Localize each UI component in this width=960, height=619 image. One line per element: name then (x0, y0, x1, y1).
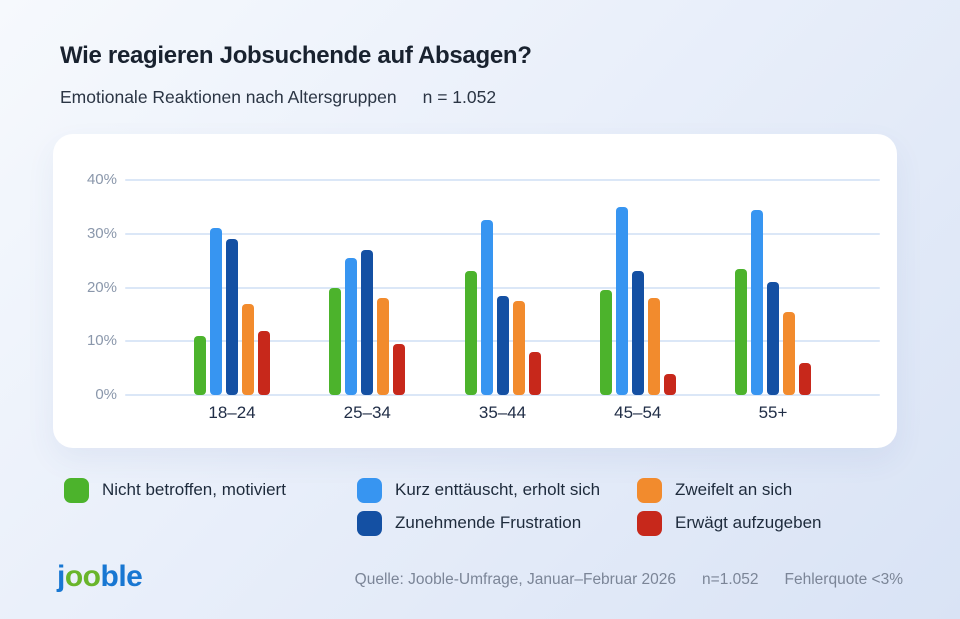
gridline (125, 394, 880, 396)
legend-label: Erwägt aufzugeben (675, 513, 822, 532)
legend-item: Kurz enttäuscht, erholt sich (357, 477, 600, 503)
footer-source-row: Quelle: Jooble-Umfrage, Januar–Februar 2… (355, 571, 903, 589)
legend-label: Zunehmende Frustration (395, 513, 582, 532)
legend-column-2: Kurz enttäuscht, erholt sich Zunehmende F… (357, 477, 600, 536)
bar (226, 239, 238, 395)
jooble-logo: jooble (57, 560, 143, 594)
legend-swatch-icon (357, 477, 382, 503)
plot-area (125, 179, 880, 396)
bar (751, 209, 763, 395)
bar (210, 228, 222, 395)
logo-part-blue-1: j (57, 560, 65, 593)
legend-label: Nicht betroffen, motiviert (102, 480, 286, 499)
legend-item: Zunehmende Frustration (357, 510, 600, 536)
bar-group-55+ (735, 180, 811, 395)
gridline (125, 232, 880, 235)
legend-swatch-icon (637, 510, 662, 536)
y-tick-label: 10% (86, 332, 117, 350)
bar (735, 268, 747, 395)
x-tick-label: 25–34 (343, 403, 391, 422)
bar (767, 282, 779, 395)
bar (377, 298, 390, 395)
y-tick-label: 30% (86, 224, 117, 242)
bar (496, 295, 509, 395)
bar (480, 220, 493, 395)
legend-swatch-icon (357, 510, 382, 536)
bar (799, 362, 811, 395)
bar (258, 330, 270, 395)
bar (631, 271, 644, 395)
bar (663, 373, 676, 395)
logo-part-blue-2: ble (100, 560, 143, 593)
source-text: Quelle: Jooble-Umfrage, Januar–Februar 2… (354, 571, 677, 588)
bar (361, 249, 374, 395)
gridline (125, 179, 880, 181)
legend-item: Erwägt aufzugeben (637, 510, 822, 536)
y-tick-label: 20% (86, 278, 117, 296)
bar-group-25–34 (329, 180, 406, 395)
bar (194, 335, 206, 395)
bar (615, 206, 628, 395)
bar (393, 343, 406, 395)
x-tick-label: 18–24 (208, 403, 256, 422)
x-tick-label: 45–54 (614, 403, 662, 422)
bar-groups (125, 180, 880, 395)
bar-group-45–54 (599, 180, 676, 395)
page-subtitle: Emotionale Reaktionen nach Altersgruppen… (60, 87, 496, 108)
x-axis: 18–24 25–34 35–44 45–54 55+ (125, 403, 880, 423)
legend-column-3: Zweifelt an sich Erwägt aufzugeben (637, 477, 822, 536)
x-tick-label: 35–44 (478, 403, 527, 422)
bar (464, 271, 477, 395)
y-tick-label: 40% (86, 171, 117, 188)
gridline (125, 286, 880, 289)
y-axis: 40% 30% 20% 10% 0% (73, 172, 117, 403)
sample-size: n = 1.052 (422, 87, 497, 107)
footer-sample-size: n=1.052 (702, 571, 759, 588)
y-tick-label: 0% (95, 386, 117, 403)
legend-label: Zweifelt an sich (675, 480, 793, 499)
bar-group-35–44 (464, 180, 541, 395)
legend-label: Kurz enttäuscht, erholt sich (395, 480, 601, 499)
x-tick-label: 55+ (758, 403, 788, 422)
bar (329, 287, 342, 395)
legend-item: Zweifelt an sich (637, 477, 822, 503)
bar (783, 311, 795, 395)
footer-error-rate: Fehlerquote <3% (784, 571, 903, 588)
legend-item: Nicht betroffen, motiviert (64, 477, 286, 503)
legend-column-1: Nicht betroffen, motiviert (64, 477, 286, 503)
bar-group-18–24 (194, 180, 270, 395)
chart-card: 40% 30% 20% 10% 0% 18–24 25–34 35–44 45–54 55+ (53, 134, 897, 448)
bar (512, 300, 525, 395)
page-title: Wie reagieren Jobsuchende auf Absagen? (60, 42, 532, 69)
bar (599, 290, 612, 395)
logo-part-green: oo (64, 560, 101, 593)
bar (345, 257, 358, 395)
legend-swatch-icon (637, 477, 662, 503)
subtitle-text: Emotionale Reaktionen nach Altersgruppen (60, 87, 397, 107)
bar (647, 298, 660, 395)
bar (528, 352, 541, 395)
legend-swatch-icon (64, 477, 89, 503)
bar (242, 303, 254, 395)
